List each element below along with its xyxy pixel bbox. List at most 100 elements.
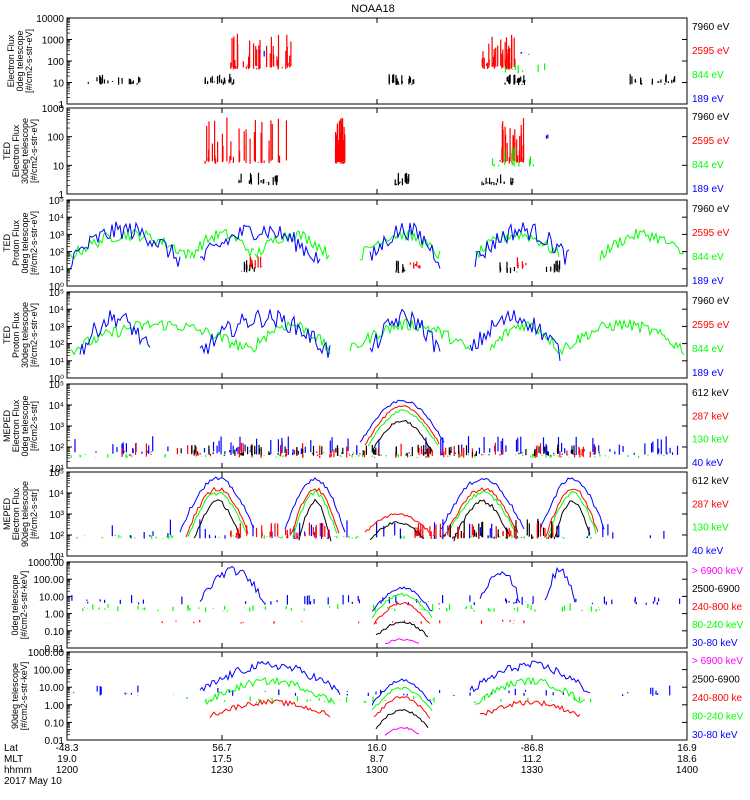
legend-item: 2500-6900 — [692, 675, 740, 686]
y-tick-label: 1 — [58, 190, 64, 201]
y-tick-label: 10.00 — [39, 683, 64, 694]
series-trace-green — [292, 490, 338, 538]
series-trace-blue — [359, 399, 445, 443]
y-tick-label: 10⁴ — [49, 489, 64, 500]
legend-item: 130 keV — [692, 435, 729, 446]
series-trace-green — [359, 229, 441, 261]
y-axis-label: 0deg telescope — [10, 574, 20, 635]
panel-5: 10¹ 10² 10³ 10⁴ 10⁵ MEPED Electron Flux 0deg te… — [2, 380, 729, 475]
legend-item: 2595 eV — [692, 46, 730, 57]
y-axis-label: [#/cm2-s-str] — [29, 489, 39, 539]
panel-frame — [66, 107, 688, 195]
series-trace-red — [545, 488, 599, 537]
y-tick-label: 10000 — [36, 14, 64, 25]
y-tick-label: 10 — [53, 79, 65, 90]
legend-item: 287 keV — [692, 411, 729, 422]
y-axis-label: [#/cm2-s-str-eV] — [29, 119, 39, 183]
y-tick-label: 1.00 — [45, 701, 65, 712]
x-tick-label: 1400 — [676, 765, 699, 776]
y-tick-label: 1000 — [42, 104, 65, 115]
y-tick-label: 10¹ — [50, 464, 65, 475]
series-trace-green — [69, 228, 191, 260]
y-axis-label: Electron Flux — [11, 399, 21, 452]
legend-item: 844 eV — [692, 160, 724, 171]
series-trace-green — [599, 228, 685, 261]
x-tick-label: 1330 — [521, 765, 544, 776]
x-tick-label: -86.8 — [521, 743, 544, 754]
x-tick-label: 1300 — [366, 765, 389, 776]
y-axis-label: 90deg telescope — [20, 481, 30, 547]
series-trace-blue — [469, 309, 561, 361]
series-trace-green — [489, 320, 561, 354]
series-trace-green — [254, 230, 330, 261]
legend-item: 80-240 keV — [692, 620, 743, 631]
series-trace-green — [187, 491, 247, 537]
y-axis-label: MEPED — [2, 410, 12, 443]
footer-row-label: Lat — [4, 743, 18, 754]
series-trace-blue — [199, 224, 321, 265]
series-trace-blue — [371, 678, 433, 706]
footer-row-label: MLT — [4, 754, 23, 765]
series-trace-blue — [79, 310, 151, 355]
y-tick-label: 0.01 — [45, 736, 65, 747]
y-axis-label: Proton Flux — [11, 219, 21, 266]
y-axis-label: [#/cm2-s-str-eV] — [24, 29, 34, 93]
series-trace-green — [204, 676, 336, 705]
series-trace-green — [69, 319, 251, 356]
series-trace-blue — [539, 477, 605, 532]
y-axis-label: [#/cm2-s-str] — [29, 401, 39, 451]
y-tick-label: 10² — [50, 340, 65, 351]
y-tick-label: 10¹ — [50, 552, 65, 563]
series-trace-red — [185, 486, 249, 538]
series-trace-red — [209, 698, 331, 718]
series-trace-blue — [544, 566, 576, 603]
series-trace-red — [373, 696, 431, 719]
legend-item: 2595 eV — [692, 320, 730, 331]
legend-item: 844 eV — [692, 70, 724, 81]
y-tick-label: 10⁵ — [49, 468, 64, 479]
series-trace-green — [547, 491, 597, 536]
y-tick-label: 10² — [50, 443, 65, 454]
series-trace-green — [349, 317, 471, 352]
y-tick-label: 1000.00 — [28, 648, 65, 659]
legend-item: > 6900 keV — [692, 566, 743, 577]
y-tick-label: 100.00 — [33, 575, 64, 586]
panel-frame — [66, 17, 688, 105]
y-axis-label: Electron Flux — [11, 487, 21, 540]
series-trace-green — [371, 592, 433, 619]
y-tick-label: 100.00 — [33, 666, 64, 677]
panel-3: 10⁰ 10¹ 10² 10³ 10⁴ 10⁵ TED Proton Flux 0deg tel… — [2, 196, 730, 293]
y-tick-label: 0.10 — [45, 627, 65, 638]
panel-8: 0.01 0.10 1.00 10.00 100.00 1000.00 90deg tele… — [10, 648, 743, 747]
legend-item: 30-80 keV — [692, 730, 738, 741]
y-tick-label: 10⁵ — [49, 380, 64, 391]
legend-item: 130 keV — [692, 523, 729, 534]
series-trace-red — [364, 513, 430, 533]
panel-frame — [66, 471, 688, 557]
legend-item: 30-80 keV — [692, 638, 738, 649]
legend-item: 612 keV — [692, 388, 729, 399]
series-trace-red — [290, 487, 340, 535]
panel-7: 0.01 0.10 1.00 10.00 100.00 1000.00 0deg teles… — [10, 558, 743, 655]
y-tick-label: 10³ — [50, 230, 65, 241]
y-axis-label: 0deg telescope — [15, 30, 25, 91]
series-trace-blue — [284, 477, 346, 533]
x-tick-label: 17.5 — [212, 754, 232, 765]
series-trace-blue — [371, 586, 433, 612]
x-tick-label: 8.7 — [370, 754, 384, 765]
y-tick-label: 10⁴ — [49, 213, 64, 224]
legend-item: 80-240 keV — [692, 712, 743, 723]
series-trace-blue — [69, 221, 181, 270]
series-trace-green — [367, 409, 439, 447]
y-axis-label: TED — [2, 233, 12, 252]
panel-1: 1 10 100 1000 10000 Electron Flux 0deg telesco… — [6, 14, 730, 111]
legend-item: 2500-6900 — [692, 584, 740, 595]
series-trace-green — [249, 320, 331, 355]
x-tick-label: 19.0 — [57, 754, 77, 765]
series-trace-red — [373, 602, 431, 625]
y-tick-label: 10⁵ — [49, 196, 64, 207]
y-tick-label: 10³ — [50, 322, 65, 333]
y-axis-label: 0deg telescope — [20, 212, 30, 273]
